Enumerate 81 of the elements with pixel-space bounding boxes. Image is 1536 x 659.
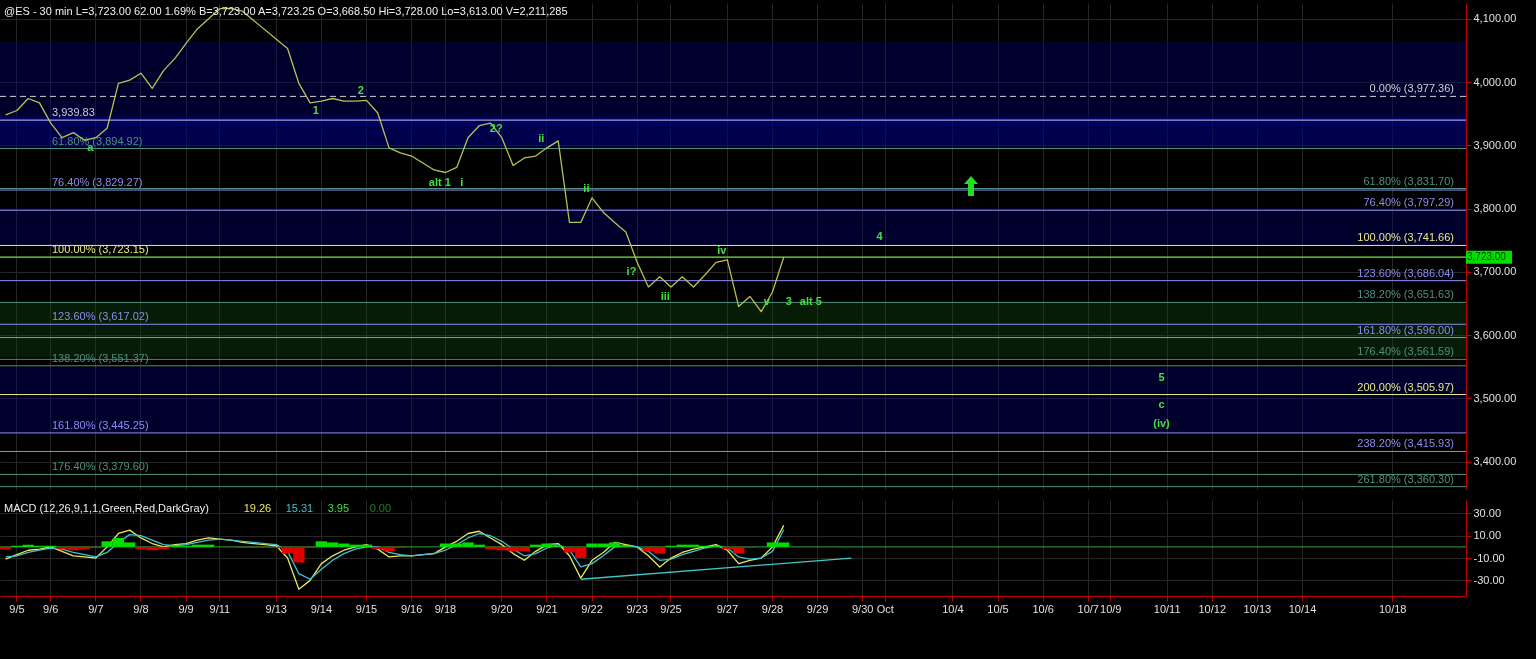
x-tick-label: 9/13 <box>265 602 287 615</box>
ref-line-label: 261.80% (3,360.30) <box>1357 472 1454 485</box>
ref-line-label: 123.60% (3,617.02) <box>52 310 149 323</box>
x-tick-label: 9/27 <box>716 602 739 615</box>
x-tick-label: 10/4 <box>942 602 964 615</box>
annotation: 4 <box>876 229 884 242</box>
x-tick-label: 9/11 <box>209 602 231 615</box>
x-tick-label: 9/22 <box>581 602 603 615</box>
x-tick-label: 10/14 <box>1288 602 1317 615</box>
y-tick-label: 3,700.00 <box>1473 265 1517 278</box>
ref-line-label: 161.80% (3,445.25) <box>52 418 149 431</box>
ref-line-label: 176.40% (3,379.60) <box>52 460 149 473</box>
x-tick-label: 9/16 <box>400 602 423 615</box>
annotation: i <box>460 175 464 188</box>
ref-line-label: 61.80% (3,831.70) <box>1363 174 1454 187</box>
x-tick-label: 10/9 <box>1100 602 1122 615</box>
annotation: c <box>1158 397 1165 410</box>
ref-line-label: 76.40% (3,829.27) <box>52 176 143 189</box>
annotation: alt 5 <box>799 295 822 308</box>
y-tick-label: 3,500.00 <box>1473 391 1517 404</box>
x-tick-label: 9/30 <box>851 602 874 615</box>
annotation: 3.95 <box>327 502 350 514</box>
annotation: alt 1 <box>428 175 451 188</box>
ref-line-label: 200.00% (3,505.97) <box>1357 380 1454 393</box>
annotation: (iv) <box>1153 417 1171 430</box>
x-tick-label: 9/20 <box>491 602 513 615</box>
annotation: ii <box>538 131 545 144</box>
x-tick-label: 9/25 <box>660 602 682 615</box>
annotation: ii <box>583 181 590 194</box>
x-tick-label: 10/7 <box>1077 602 1099 615</box>
ref-line-label: 123.60% (3,686.04) <box>1357 266 1454 279</box>
x-tick-label: 9/6 <box>43 602 59 615</box>
x-tick-label: 9/21 <box>536 602 558 615</box>
y-tick-label: 30.00 <box>1473 506 1502 519</box>
y-tick-label: 3,400.00 <box>1473 455 1517 468</box>
ref-line-label: 238.20% (3,415.93) <box>1357 437 1454 450</box>
x-tick-label: 10/13 <box>1243 602 1272 615</box>
ref-line-label: 3,723.00 <box>1467 251 1507 263</box>
x-tick-label: 9/28 <box>761 602 784 615</box>
ref-line-label: 76.40% (3,797.29) <box>1363 196 1454 209</box>
ref-line-label: 0.00% (3,977.36) <box>1369 82 1454 95</box>
y-tick-label: -30.00 <box>1473 573 1505 586</box>
x-tick-label: 9/7 <box>88 602 104 615</box>
ref-line-label: 161.80% (3,596.00) <box>1357 323 1454 336</box>
y-tick-label: 3,800.00 <box>1473 202 1517 215</box>
annotation: 15.31 <box>285 502 314 514</box>
ref-line-label: 100.00% (3,741.66) <box>1357 231 1454 244</box>
x-tick-label: 9/29 <box>806 602 829 615</box>
x-tick-label: 10/12 <box>1198 602 1227 615</box>
ref-line-label: 138.20% (3,651.63) <box>1357 288 1454 301</box>
y-tick-label: 3,900.00 <box>1473 138 1517 151</box>
annotation: 2 <box>357 84 364 97</box>
annotation: 5 <box>1158 370 1165 383</box>
x-tick-label: 10/6 <box>1032 602 1054 615</box>
y-tick-label: 10.00 <box>1473 529 1502 542</box>
annotation: 0.00 <box>369 502 392 514</box>
annotation: 3 <box>785 295 792 308</box>
x-tick-label: 10/11 <box>1153 602 1181 615</box>
x-tick-label: 9/18 <box>434 602 457 615</box>
x-tick-label: 9/14 <box>310 602 333 615</box>
x-tick-label: 10/18 <box>1378 602 1407 615</box>
ref-line-label: 176.40% (3,561.59) <box>1357 345 1454 358</box>
annotation: i? <box>626 265 637 278</box>
annotation: iii <box>660 289 670 302</box>
ref-line-label: 100.00% (3,723.15) <box>52 243 149 256</box>
x-tick-label: 9/8 <box>133 602 149 615</box>
x-tick-label: 9/15 <box>355 602 378 615</box>
y-tick-label: 4,100.00 <box>1473 12 1517 25</box>
ref-line-label: 3,939.83 <box>52 106 95 119</box>
chart-title: MACD (12,26,9,1,1,Green,Red,DarkGray) <box>4 502 209 514</box>
x-tick-label: 9/9 <box>178 602 194 615</box>
x-tick-label: 10/5 <box>987 602 1009 615</box>
annotation: 1 <box>312 104 319 117</box>
x-tick-label: 9/5 <box>9 602 25 615</box>
annotation: 19.26 <box>243 502 272 514</box>
x-tick-label: Oct <box>876 602 894 615</box>
y-tick-label: 3,600.00 <box>1473 328 1517 341</box>
y-tick-label: -10.00 <box>1473 551 1505 564</box>
annotation: iv <box>717 243 728 256</box>
x-tick-label: 9/23 <box>626 602 648 615</box>
y-tick-label: 4,000.00 <box>1473 75 1517 88</box>
